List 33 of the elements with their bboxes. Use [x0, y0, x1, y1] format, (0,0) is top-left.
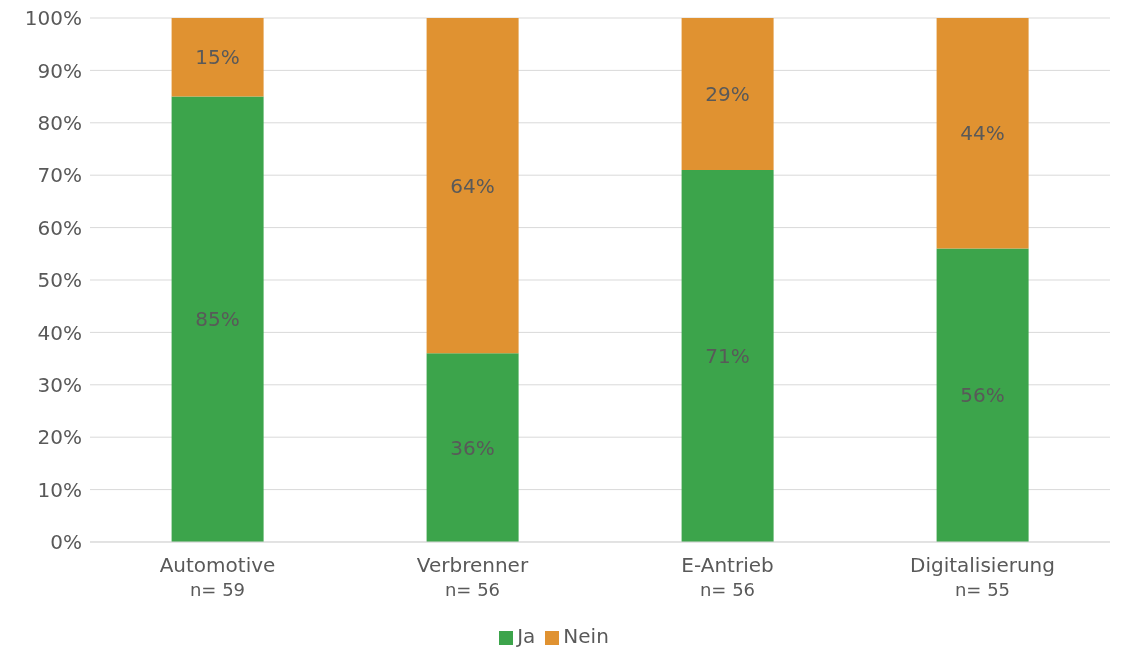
- y-tick-label: 100%: [24, 6, 82, 31]
- y-tick-label: 10%: [37, 477, 82, 502]
- legend-label: Nein: [563, 624, 609, 648]
- data-label: 29%: [705, 82, 750, 107]
- y-tick-label: 70%: [37, 163, 82, 188]
- x-tick-label: Digitalisierung n= 55: [910, 553, 1055, 600]
- data-label: 36%: [450, 435, 495, 460]
- data-label: 56%: [960, 383, 1005, 408]
- y-tick-label: 40%: [37, 320, 82, 345]
- bar: [936, 248, 1029, 542]
- bar: [426, 18, 519, 354]
- y-tick-label: 20%: [37, 425, 82, 450]
- y-tick-label: 0%: [50, 530, 82, 555]
- data-label: 15%: [195, 45, 240, 70]
- bar: [171, 18, 264, 97]
- bar: [171, 96, 264, 542]
- bar: [681, 169, 774, 542]
- legend-label: Ja: [517, 624, 536, 648]
- y-tick-label: 80%: [37, 110, 82, 135]
- data-label: 71%: [705, 344, 750, 369]
- x-tick-label: Verbrenner n= 56: [416, 553, 529, 600]
- y-tick-label: 60%: [37, 215, 82, 240]
- bar: [936, 18, 1029, 249]
- y-tick-label: 90%: [37, 58, 82, 83]
- data-label: 85%: [195, 307, 240, 332]
- data-label: 64%: [450, 173, 495, 198]
- x-tick-label: Automotive n= 59: [159, 553, 276, 600]
- x-tick-label: E-Antrieb n= 56: [681, 553, 774, 600]
- y-tick-label: 50%: [37, 268, 82, 293]
- bar: [681, 18, 774, 170]
- data-label: 44%: [960, 121, 1005, 146]
- bar: [426, 353, 519, 542]
- y-tick-label: 30%: [37, 372, 82, 397]
